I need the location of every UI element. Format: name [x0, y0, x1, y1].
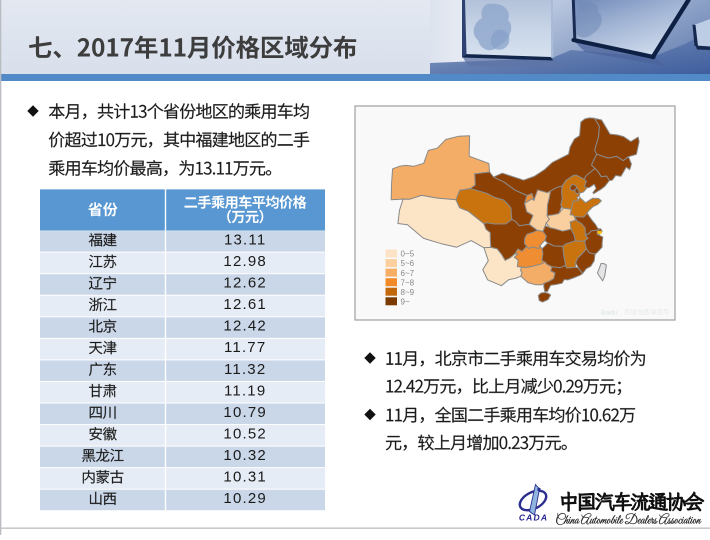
svg-text:12.42: 12.42: [223, 318, 267, 335]
svg-text:CADA: CADA: [519, 513, 548, 523]
svg-text:10.79: 10.79: [223, 404, 267, 421]
svg-text:10.29: 10.29: [223, 490, 267, 507]
svg-text:8~9: 8~9: [401, 288, 415, 297]
svg-text:9~: 9~: [401, 298, 410, 307]
svg-text:12.98: 12.98: [223, 253, 267, 270]
svg-text:11.77: 11.77: [224, 339, 266, 356]
svg-text:13.11: 13.11: [224, 232, 266, 249]
svg-text:12.61: 12.61: [223, 296, 267, 313]
svg-text:10.31: 10.31: [223, 469, 267, 486]
svg-text:10.52: 10.52: [223, 425, 267, 442]
svg-text:6~7: 6~7: [401, 269, 415, 278]
svg-text:Baidu: Baidu: [601, 310, 618, 317]
svg-text:11.19: 11.19: [224, 382, 266, 399]
svg-text:7~8: 7~8: [401, 278, 415, 287]
svg-text:10.32: 10.32: [223, 447, 267, 464]
svg-text:12.62: 12.62: [223, 275, 267, 292]
svg-text:5~6: 5~6: [401, 259, 415, 268]
svg-text:0~5: 0~5: [401, 250, 415, 259]
svg-text:11.32: 11.32: [224, 361, 266, 378]
